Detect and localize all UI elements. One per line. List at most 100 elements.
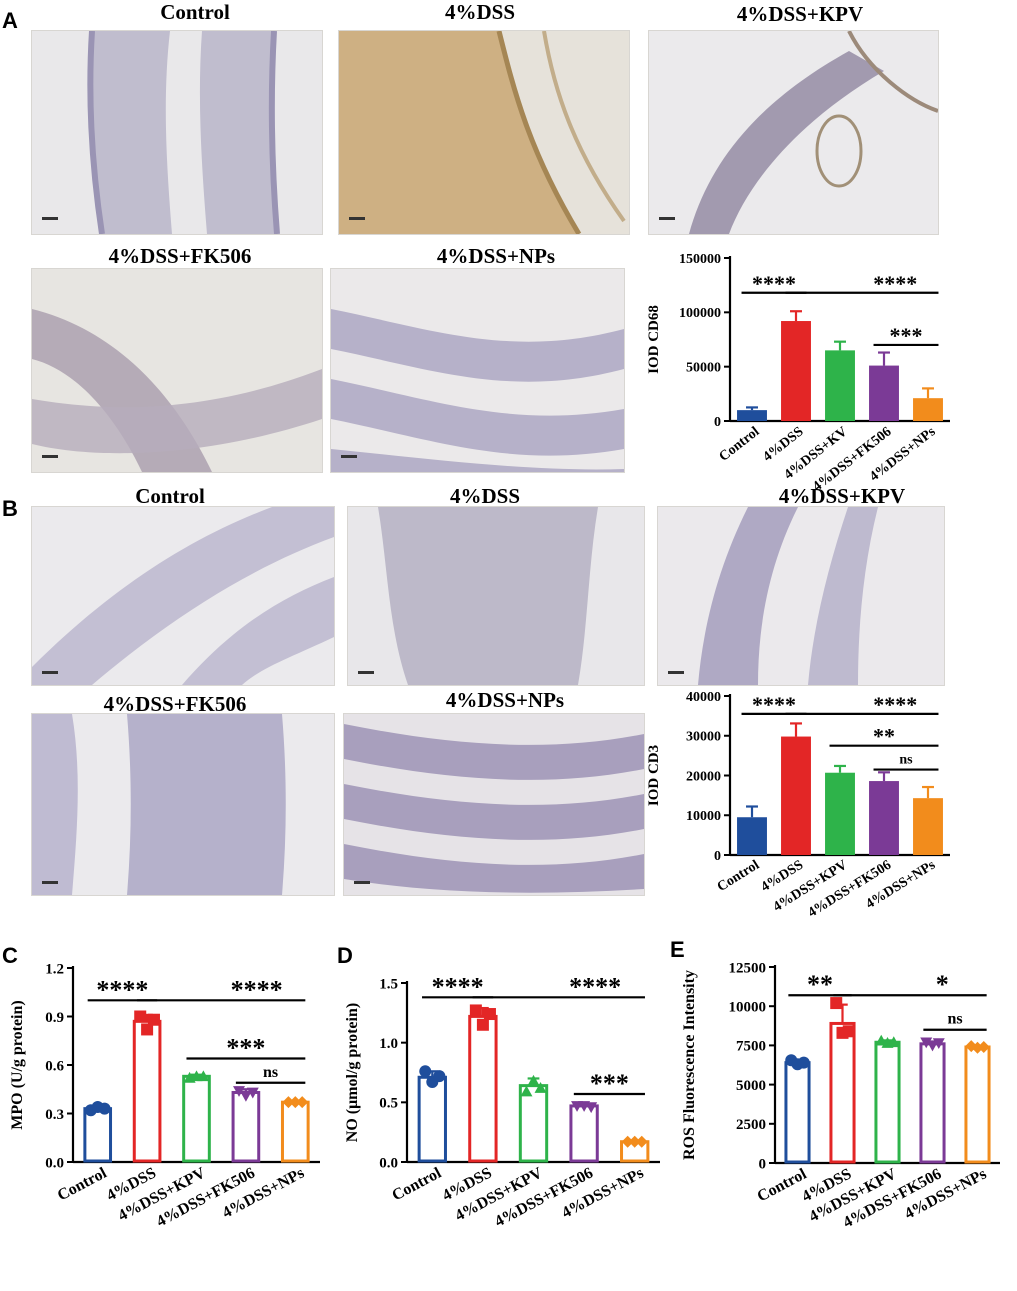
significance-label: **** <box>231 975 283 1004</box>
bar <box>784 1061 811 1164</box>
data-point <box>830 997 843 1010</box>
data-point <box>147 1013 160 1026</box>
bar <box>737 410 767 421</box>
significance-label: *** <box>890 323 923 348</box>
bar <box>825 350 855 421</box>
y-tick-label: 10000 <box>686 809 721 824</box>
micrograph-a-dss <box>338 30 630 235</box>
y-axis-label: NO (μmol/g protein) <box>344 1003 361 1142</box>
image-title-b-dss: 4%DSS <box>449 484 521 508</box>
significance-label: ** <box>807 970 833 999</box>
micrograph-b-nps <box>343 713 645 896</box>
y-tick-label: 10000 <box>729 999 767 1015</box>
y-tick-label: 1.0 <box>379 1036 398 1052</box>
y-tick-label: 150000 <box>679 252 721 267</box>
y-tick-label: 0 <box>714 415 721 430</box>
y-tick-label: 100000 <box>679 306 721 321</box>
y-tick-label: 1.2 <box>45 961 64 977</box>
data-point <box>887 1036 900 1048</box>
bar <box>132 1019 162 1163</box>
y-tick-label: 30000 <box>686 730 721 745</box>
data-point <box>520 1085 533 1097</box>
panel-letter-c: C <box>2 943 18 968</box>
data-point <box>476 1018 489 1031</box>
data-point <box>585 1102 598 1114</box>
image-title-a-dss: 4%DSS <box>444 0 516 24</box>
data-point <box>141 1023 154 1036</box>
bar <box>781 736 811 855</box>
data-point <box>296 1096 309 1109</box>
bar <box>913 398 943 421</box>
y-tick-label: 0 <box>714 849 721 864</box>
data-point <box>926 1040 939 1052</box>
x-tick-label: Control <box>715 858 762 895</box>
y-tick-label: 40000 <box>686 690 721 705</box>
data-point <box>233 1086 246 1097</box>
micrograph-a-nps <box>330 268 625 473</box>
data-point <box>971 1041 984 1054</box>
significance-label: **** <box>873 692 917 717</box>
bar <box>869 781 899 855</box>
micrograph-b-control <box>31 506 335 686</box>
significance-label: ns <box>263 1064 278 1081</box>
bar <box>829 1021 856 1164</box>
data-point <box>246 1087 259 1099</box>
y-tick-label: 0.0 <box>379 1155 398 1171</box>
bar <box>737 817 767 855</box>
data-point <box>842 1025 855 1038</box>
image-title-a-control: Control <box>160 0 230 24</box>
panel-letter-e: E <box>670 937 685 962</box>
panel-letter-b: B <box>2 496 18 521</box>
image-title-a-kpv: 4%DSS+KPV <box>736 2 864 26</box>
significance-label: **** <box>569 972 621 1001</box>
y-tick-label: 7500 <box>736 1039 766 1055</box>
panel-letter-d: D <box>337 943 353 968</box>
y-tick-label: 0.9 <box>45 1010 64 1026</box>
significance-label: **** <box>752 692 796 717</box>
bar <box>417 1075 447 1163</box>
y-tick-label: 0.5 <box>379 1096 398 1112</box>
micrograph-b-dss <box>347 506 645 686</box>
micrograph-b-kpv <box>657 506 945 686</box>
bar <box>280 1100 310 1163</box>
y-axis-label: ROS Fluorescence Intensity <box>681 970 698 1160</box>
chart-ros: 0 2500 5000 7500 10000 12500 ROS Fluorescence … <box>681 960 1000 1232</box>
micrograph-a-kpv <box>648 30 939 235</box>
bar <box>518 1084 549 1163</box>
y-tick-label: 0.3 <box>45 1107 64 1123</box>
image-title-a-fk506: 4%DSS+FK506 <box>108 244 252 268</box>
data-point <box>289 1096 302 1109</box>
significance-label: **** <box>873 271 917 296</box>
data-point <box>977 1040 990 1053</box>
data-point <box>534 1082 547 1093</box>
bar <box>869 365 899 421</box>
data-point <box>932 1038 945 1050</box>
y-tick-label: 12500 <box>729 960 767 976</box>
bar <box>468 1014 498 1163</box>
data-point <box>628 1135 641 1148</box>
significance-label: * <box>936 970 949 999</box>
y-tick-label: 5000 <box>736 1078 766 1094</box>
image-title-b-nps: 4%DSS+NPs <box>445 688 565 712</box>
y-tick-label: 0.0 <box>45 1155 64 1171</box>
data-point <box>282 1096 295 1109</box>
y-axis-label: IOD CD3 <box>646 745 662 806</box>
bar <box>964 1045 991 1164</box>
y-tick-label: 0.6 <box>45 1058 64 1074</box>
data-point <box>433 1070 446 1083</box>
y-tick-label: 0 <box>759 1156 767 1172</box>
bar <box>569 1104 599 1163</box>
bar <box>913 798 943 855</box>
bar <box>874 1040 901 1164</box>
panel-letter-a: A <box>2 8 18 33</box>
image-title-b-fk506: 4%DSS+FK506 <box>103 692 247 716</box>
y-tick-label: 1.5 <box>379 976 398 992</box>
data-point <box>635 1135 648 1148</box>
y-tick-label: 2500 <box>736 1117 766 1133</box>
significance-label: ** <box>873 724 895 749</box>
data-point <box>134 1010 147 1023</box>
bar <box>781 321 811 421</box>
